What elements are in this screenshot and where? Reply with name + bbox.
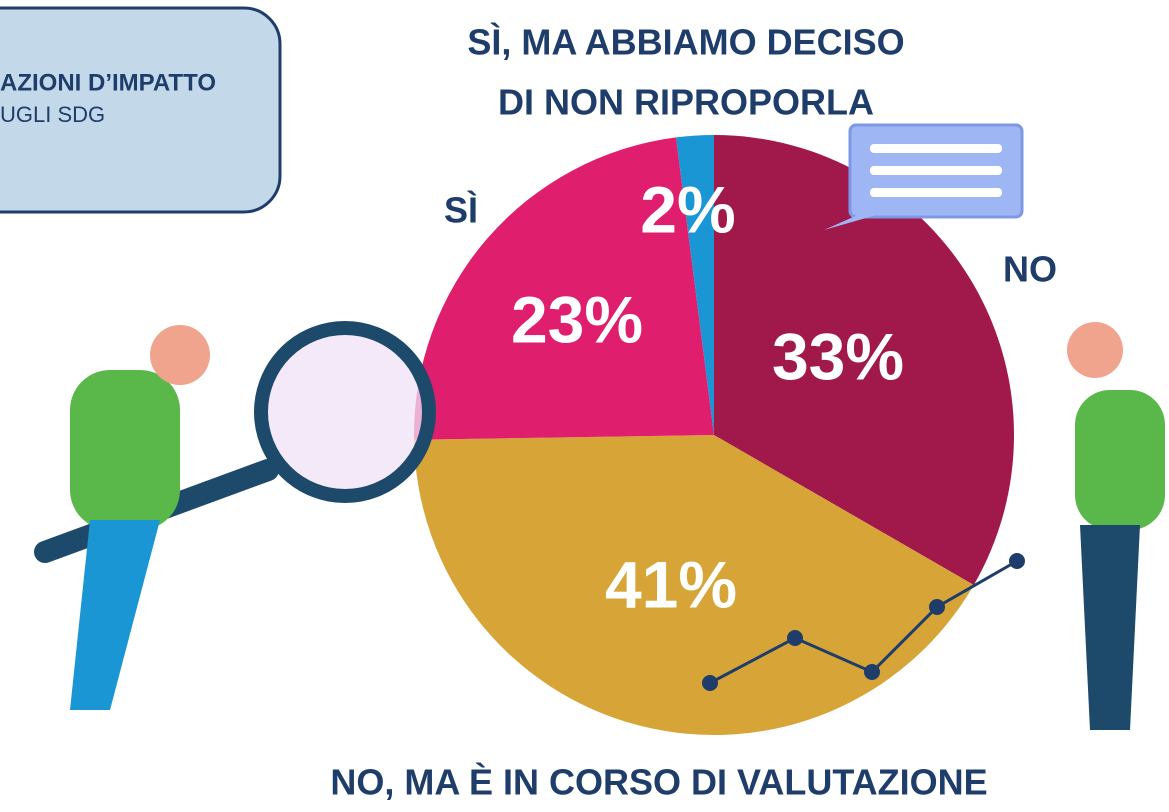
deco-dot <box>1009 553 1025 569</box>
title-line: UGLI SDG <box>0 102 105 127</box>
deco-dot <box>929 599 945 615</box>
category-label: SÌ <box>444 190 478 231</box>
bubble-line <box>870 166 1002 175</box>
person <box>1067 322 1123 378</box>
category-label: SÌ, MA ABBIAMO DECISO <box>467 22 904 63</box>
person <box>1080 525 1140 730</box>
page: {"chart_data": {"type": "pie", "title": … <box>0 0 1169 812</box>
deco-dot <box>864 664 880 680</box>
bubble-line <box>870 188 1002 197</box>
category-label: NO <box>1003 249 1057 290</box>
value-label: 2% <box>640 172 735 246</box>
value-label: 33% <box>772 319 904 393</box>
deco-dot <box>787 630 803 646</box>
person <box>1075 390 1165 530</box>
magnifier <box>261 328 429 496</box>
person <box>150 325 210 385</box>
person <box>70 370 180 530</box>
category-label: DI NON RIPROPORLA <box>498 82 874 123</box>
value-label: 41% <box>605 547 737 621</box>
bubble-line <box>870 144 1002 153</box>
deco-dot <box>702 675 718 691</box>
title-line: AZIONI D’IMPATTO <box>0 69 216 96</box>
chart: AZIONI D’IMPATTO UGLI SDG 33% 41% 23% 2% NO N… <box>0 0 1169 812</box>
category-label: NO, MA È IN CORSO DI VALUTAZIONE <box>330 762 987 803</box>
value-label: 23% <box>511 282 643 356</box>
